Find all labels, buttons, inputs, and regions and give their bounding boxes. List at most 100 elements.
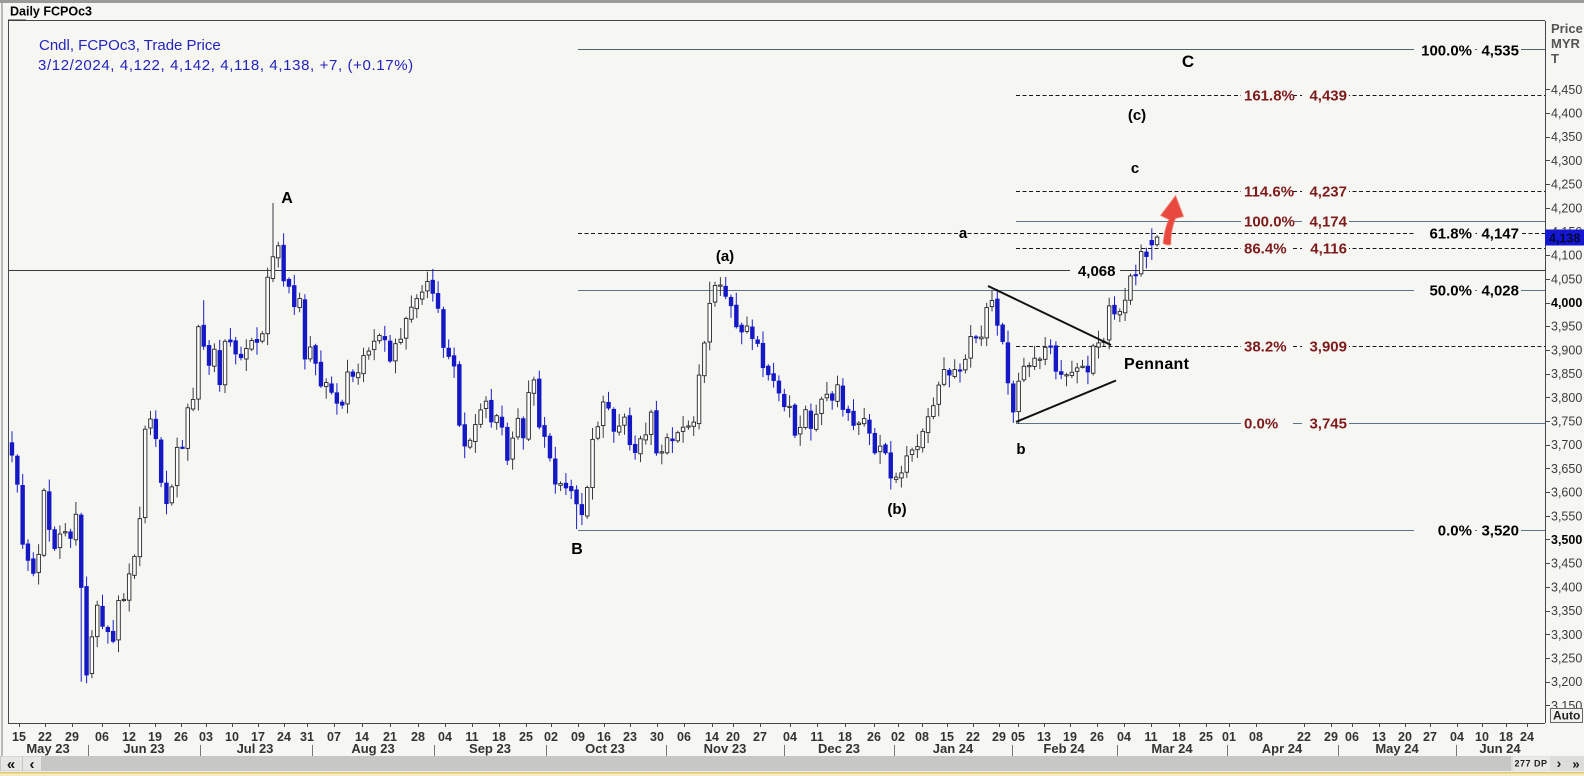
svg-text:3,650: 3,650: [1551, 462, 1582, 476]
svg-text:Dec 23: Dec 23: [818, 741, 860, 756]
svg-text:B: B: [571, 541, 583, 558]
svg-text:19: 19: [1063, 730, 1077, 744]
svg-text:4,116: 4,116: [1310, 241, 1347, 258]
svg-text:3,750: 3,750: [1551, 415, 1582, 429]
svg-text:3,800: 3,800: [1551, 391, 1582, 405]
svg-text:4,174: 4,174: [1309, 214, 1347, 231]
svg-text:18: 18: [492, 730, 506, 744]
svg-text:MYR: MYR: [1551, 36, 1581, 51]
svg-text:Auto: Auto: [1553, 709, 1580, 723]
svg-text:a: a: [959, 225, 968, 242]
svg-text:Feb 24: Feb 24: [1043, 741, 1085, 756]
svg-text:27: 27: [753, 730, 767, 744]
svg-text:4,400: 4,400: [1551, 106, 1582, 120]
svg-text:29: 29: [1324, 730, 1338, 744]
svg-text:May 24: May 24: [1375, 741, 1419, 756]
svg-text:100.0%: 100.0%: [1244, 214, 1295, 231]
svg-text:4,350: 4,350: [1551, 130, 1582, 144]
svg-text:22: 22: [1297, 730, 1311, 744]
svg-text:24: 24: [1520, 730, 1534, 744]
svg-text:3,900: 3,900: [1551, 343, 1582, 357]
svg-text:0.0%: 0.0%: [1438, 523, 1472, 540]
svg-text:38.2%: 38.2%: [1244, 339, 1287, 356]
svg-text:Daily FCPOc3: Daily FCPOc3: [10, 5, 92, 19]
svg-text:18: 18: [1172, 730, 1186, 744]
svg-text:Apr 24: Apr 24: [1262, 741, 1303, 756]
svg-text:04: 04: [783, 730, 797, 744]
svg-text:15: 15: [12, 730, 26, 744]
svg-text:27: 27: [1423, 730, 1437, 744]
svg-text:Jun 23: Jun 23: [123, 741, 164, 756]
svg-text:Sep 23: Sep 23: [469, 741, 511, 756]
svg-text:20: 20: [726, 730, 740, 744]
svg-text:b: b: [1016, 441, 1025, 458]
svg-text:3,400: 3,400: [1551, 580, 1582, 594]
svg-text:10: 10: [225, 730, 239, 744]
svg-text:08: 08: [1249, 730, 1263, 744]
svg-text:05: 05: [1011, 730, 1025, 744]
svg-text:19: 19: [148, 730, 162, 744]
svg-text:25: 25: [1199, 730, 1213, 744]
svg-text:01: 01: [1222, 730, 1236, 744]
svg-text:3/12/2024, 4,122, 4,142, 4,118: 3/12/2024, 4,122, 4,142, 4,118, 4,138, +…: [38, 57, 414, 74]
svg-text:13: 13: [1037, 730, 1051, 744]
svg-text:4,100: 4,100: [1551, 249, 1582, 263]
svg-text:4,147: 4,147: [1481, 226, 1519, 243]
svg-text:4,535: 4,535: [1481, 43, 1519, 60]
svg-text:0.0%: 0.0%: [1244, 416, 1278, 433]
svg-text:04: 04: [438, 730, 452, 744]
svg-text:24: 24: [277, 730, 291, 744]
svg-text:(a): (a): [716, 248, 734, 265]
svg-text:3,700: 3,700: [1551, 438, 1582, 452]
svg-text:4,050: 4,050: [1551, 272, 1582, 286]
svg-text:22: 22: [966, 730, 980, 744]
svg-text:Mar 24: Mar 24: [1151, 741, 1193, 756]
svg-text:Price: Price: [1551, 21, 1583, 36]
svg-text:‹: ‹: [30, 756, 35, 773]
svg-text:114.6%: 114.6%: [1244, 184, 1294, 201]
svg-text:3,850: 3,850: [1551, 367, 1582, 381]
svg-text:3,500: 3,500: [1551, 533, 1582, 547]
svg-text:02: 02: [891, 730, 905, 744]
svg-text:16: 16: [597, 730, 611, 744]
svg-text:4,237: 4,237: [1309, 184, 1347, 201]
svg-text:11: 11: [1144, 730, 1157, 744]
svg-text:3,200: 3,200: [1551, 675, 1582, 689]
svg-text:Cndl, FCPOc3, Trade Price: Cndl, FCPOc3, Trade Price: [39, 37, 221, 54]
svg-text:22: 22: [38, 730, 52, 744]
svg-text:03: 03: [199, 730, 213, 744]
svg-text:4,138: 4,138: [1549, 232, 1580, 246]
svg-text:10: 10: [1475, 730, 1489, 744]
svg-text:14: 14: [355, 730, 369, 744]
svg-text:Aug 23: Aug 23: [351, 741, 394, 756]
svg-text:06: 06: [1345, 730, 1359, 744]
svg-text:Jun 24: Jun 24: [1479, 741, 1521, 756]
svg-text:86.4%: 86.4%: [1244, 241, 1287, 258]
svg-text:31: 31: [300, 730, 314, 744]
svg-text:Oct 23: Oct 23: [585, 741, 625, 756]
svg-text:Jul 23: Jul 23: [237, 741, 274, 756]
svg-text:277 DP: 277 DP: [1514, 759, 1547, 769]
svg-text:3,909: 3,909: [1309, 339, 1347, 356]
svg-text:02: 02: [544, 730, 558, 744]
svg-text:3,550: 3,550: [1551, 509, 1582, 523]
svg-text:14: 14: [705, 730, 719, 744]
svg-text:3,300: 3,300: [1551, 628, 1582, 642]
svg-text:29: 29: [65, 730, 79, 744]
svg-text:3,250: 3,250: [1551, 651, 1582, 665]
svg-text:15: 15: [940, 730, 954, 744]
svg-text:(c): (c): [1128, 107, 1146, 124]
svg-text:18: 18: [1499, 730, 1513, 744]
svg-text:21: 21: [383, 730, 397, 744]
svg-text:09: 09: [571, 730, 585, 744]
svg-text:161.8%: 161.8%: [1244, 88, 1295, 105]
svg-text:11: 11: [810, 730, 823, 744]
svg-text:A: A: [281, 190, 293, 207]
svg-text:4,028: 4,028: [1481, 283, 1519, 300]
svg-text:4,439: 4,439: [1309, 88, 1347, 105]
svg-text:4,068: 4,068: [1078, 263, 1116, 280]
svg-text:›: ›: [1557, 755, 1562, 771]
svg-text:»: »: [1572, 757, 1579, 772]
svg-text:(b): (b): [887, 501, 906, 518]
svg-text:12: 12: [122, 730, 136, 744]
